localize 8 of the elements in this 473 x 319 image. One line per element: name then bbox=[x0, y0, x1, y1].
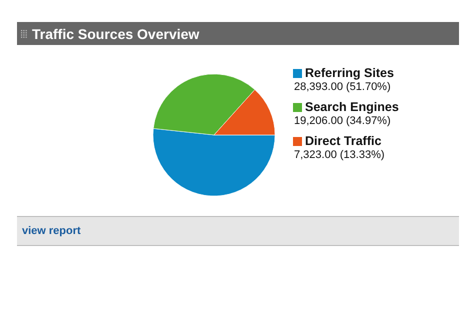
data-label: 19,206.00 (34.97%) bbox=[294, 114, 392, 128]
legend-label: Search Engines bbox=[304, 100, 399, 114]
legend-label: Referring Sites bbox=[304, 66, 395, 80]
text: view report bbox=[22, 225, 81, 237]
data-label: 7,323.00 (13.33%) bbox=[294, 148, 386, 162]
legend-label: Direct Traffic bbox=[304, 134, 382, 148]
data-label: 28,393.00 (51.70%) bbox=[294, 80, 392, 94]
chart-title: Traffic Sources Overview bbox=[32, 26, 200, 42]
